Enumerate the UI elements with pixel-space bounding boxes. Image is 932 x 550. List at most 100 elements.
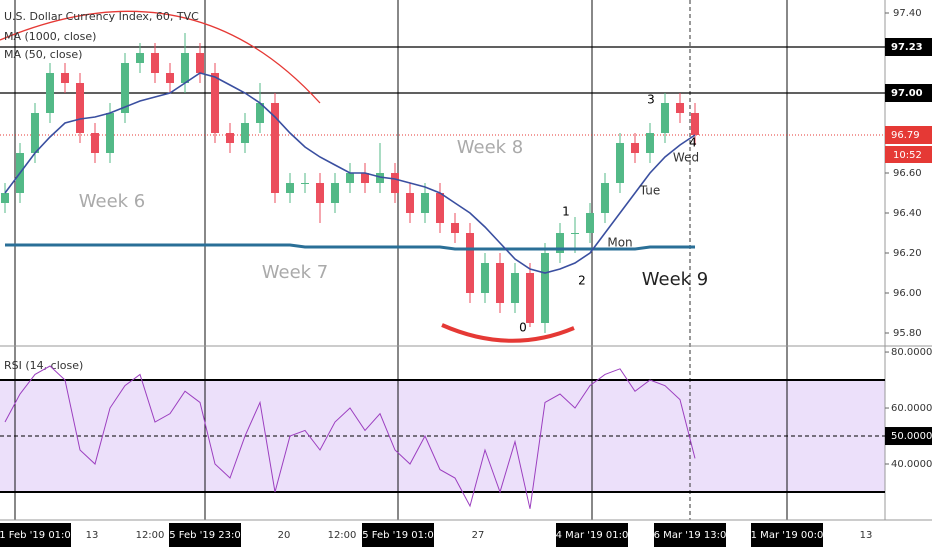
annotation: Wed	[673, 151, 699, 165]
rsi-line	[4, 365, 696, 509]
candle-body	[451, 223, 459, 233]
candle-body	[511, 273, 519, 303]
chart-title: U.S. Dollar Currency Index, 60, TVC	[4, 10, 199, 23]
candle-body	[436, 193, 444, 223]
candle-body	[481, 263, 489, 293]
annotation: Mon	[607, 236, 632, 250]
candle-body	[541, 253, 549, 323]
arc-bottom	[441, 323, 575, 343]
legend-entry: RSI (14, close)	[4, 359, 83, 372]
y-tick-label: 96.20	[893, 248, 922, 259]
y-tick-label: 95.80	[893, 328, 922, 339]
candle-body	[571, 233, 579, 234]
y-tick-label: 97.40	[893, 8, 922, 19]
time-label-box	[169, 523, 241, 547]
candle-body	[601, 183, 609, 213]
x-tick-label: 12:00	[328, 530, 357, 541]
y-tick-label: 40.0000	[891, 459, 932, 470]
x-tick-label: 12:00	[136, 530, 165, 541]
time-label-box	[556, 523, 628, 547]
candle-body	[391, 173, 399, 193]
candle-body	[241, 123, 249, 143]
candle-body	[136, 53, 144, 63]
candle-body	[661, 103, 669, 133]
time-label-box	[362, 523, 434, 547]
candle-body	[196, 53, 204, 73]
candle-body	[691, 113, 699, 135]
price-label-box	[885, 38, 932, 56]
candle-body	[286, 183, 294, 193]
annotation: Week 6	[79, 191, 146, 212]
candle-body	[631, 143, 639, 153]
annotation: Tue	[639, 184, 661, 198]
candle-body	[361, 173, 369, 183]
legend-entry: MA (1000, close)	[4, 30, 96, 43]
annotation: Week 7	[262, 262, 329, 283]
x-tick-label: 11 Mar '19 00:00	[744, 530, 829, 541]
candle-body	[61, 73, 69, 83]
ma-line	[4, 72, 696, 274]
y-tick-label: 60.0000	[891, 403, 932, 414]
candle-body	[646, 133, 654, 153]
price-label: 97.00	[891, 88, 923, 99]
candle-body	[76, 83, 84, 133]
candle-body	[406, 193, 414, 213]
candle-body	[256, 103, 264, 123]
candle-body	[376, 173, 384, 183]
x-tick-label: 11 Feb '19 01:00	[0, 530, 77, 541]
candle-body	[346, 173, 354, 183]
candle-body	[526, 273, 534, 323]
candle-body	[226, 133, 234, 143]
candle-body	[331, 183, 339, 203]
candle-body	[586, 213, 594, 233]
candle-body	[211, 73, 219, 133]
annotation: 2	[578, 274, 586, 288]
candle-body	[301, 183, 309, 184]
time-label-box	[654, 523, 726, 547]
y-tick-label: 80.0000	[891, 347, 932, 358]
x-tick-label: 20	[278, 530, 291, 541]
candle-body	[316, 183, 324, 203]
y-tick-label: 96.00	[893, 288, 922, 299]
x-tick-label: 27	[472, 530, 485, 541]
y-tick-label: 50.0000	[891, 431, 932, 442]
candle-body	[466, 233, 474, 293]
ma-line	[5, 243, 695, 251]
last-price-label: 96.79	[891, 130, 920, 141]
candle-body	[556, 233, 564, 253]
x-tick-label: 06 Mar '19 13:00	[647, 530, 732, 541]
candle-body	[31, 113, 39, 153]
candle-body	[1, 193, 9, 203]
annotation: 4	[689, 136, 697, 150]
candle-body	[421, 193, 429, 213]
x-tick-label: 15 Feb '19 23:00	[163, 530, 247, 541]
last-price-box	[885, 126, 932, 144]
candle-body	[496, 263, 504, 303]
annotation: 3	[647, 93, 655, 107]
candle-body	[181, 53, 189, 83]
arc-top	[0, 10, 321, 104]
candle-body	[166, 73, 174, 83]
tick-box	[885, 427, 932, 446]
candle-body	[676, 103, 684, 113]
y-tick-label: 96.40	[893, 208, 922, 219]
x-tick-label: 04 Mar '19 01:00	[549, 530, 634, 541]
annotation: Week 9	[642, 269, 709, 290]
candle-body	[46, 73, 54, 113]
x-tick-label: 13	[860, 530, 873, 541]
candle-body	[106, 113, 114, 153]
candle-body	[151, 53, 159, 73]
y-tick-label: 96.60	[893, 168, 922, 179]
annotation: 1	[562, 205, 570, 219]
legend-entry: MA (50, close)	[4, 48, 82, 61]
candle-body	[121, 63, 129, 113]
price-label-box	[885, 84, 932, 102]
annotation: Week 8	[457, 137, 524, 158]
time-label-box	[0, 523, 71, 547]
candle-body	[271, 103, 279, 193]
candle-body	[91, 133, 99, 153]
countdown-box	[885, 146, 932, 163]
price-label: 97.23	[891, 42, 923, 53]
candle-body	[616, 143, 624, 183]
